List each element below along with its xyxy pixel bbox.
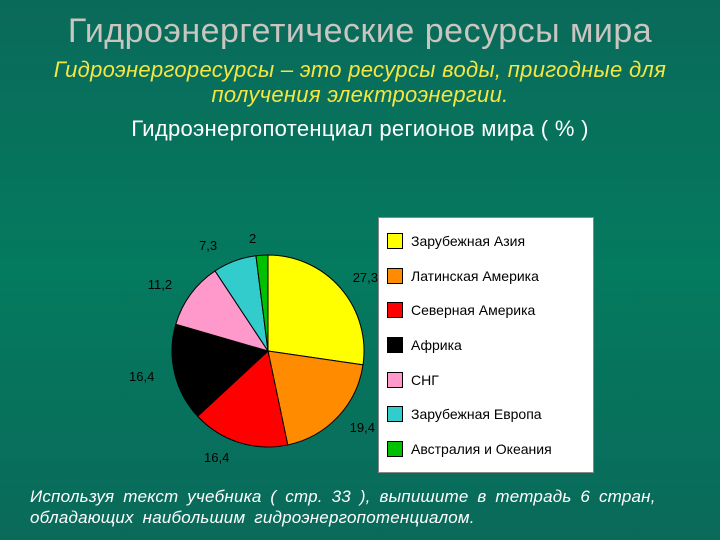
data-label: 11,2 [148,277,172,292]
legend-label: Зарубежная Азия [411,233,525,249]
legend-item: Африка [387,337,585,353]
chart-title: Гидроэнергопотенциал регионов мира ( % ) [0,108,720,142]
legend-item: Австралия и Океания [387,441,585,457]
legend-swatch [387,372,403,388]
legend: Зарубежная Азия Латинская Америка Северная… [378,217,594,473]
pie-chart [168,251,368,451]
slide: Гидроэнергетические ресурсы мира Гидроэн… [0,0,720,540]
legend-swatch [387,406,403,422]
legend-label: Латинская Америка [411,268,539,284]
legend-item: Латинская Америка [387,268,585,284]
legend-item: Зарубежная Азия [387,233,585,249]
data-label: 2 [249,231,256,246]
data-label: 19,4 [350,420,375,435]
plot-box: 27,3 19,4 16,4 16,4 11,2 7,3 2 Зарубежная Азия… [120,215,600,475]
data-label: 7,3 [199,238,217,253]
legend-label: Австралия и Океания [411,441,552,457]
legend-item: Северная Америка [387,302,585,318]
legend-label: СНГ [411,372,439,388]
legend-swatch [387,337,403,353]
legend-swatch [387,302,403,318]
legend-swatch [387,233,403,249]
subtitle: Гидроэнергоресурсы – это ресурсы воды, п… [0,51,720,108]
legend-item: Зарубежная Европа [387,406,585,422]
page-title: Гидроэнергетические ресурсы мира [0,0,720,51]
legend-label: Северная Америка [411,302,535,318]
legend-label: Зарубежная Европа [411,406,542,422]
chart-area: 27,3 19,4 16,4 16,4 11,2 7,3 2 Зарубежная Азия… [120,215,600,475]
footer-note: Используя текст учебника ( стр. 33 ), вы… [30,486,690,529]
data-label: 16,4 [204,450,229,465]
legend-label: Африка [411,337,462,353]
data-label: 27,3 [353,270,378,285]
legend-swatch [387,441,403,457]
legend-swatch [387,268,403,284]
pie-slice [268,255,364,365]
legend-item: СНГ [387,372,585,388]
data-label: 16,4 [129,369,154,384]
